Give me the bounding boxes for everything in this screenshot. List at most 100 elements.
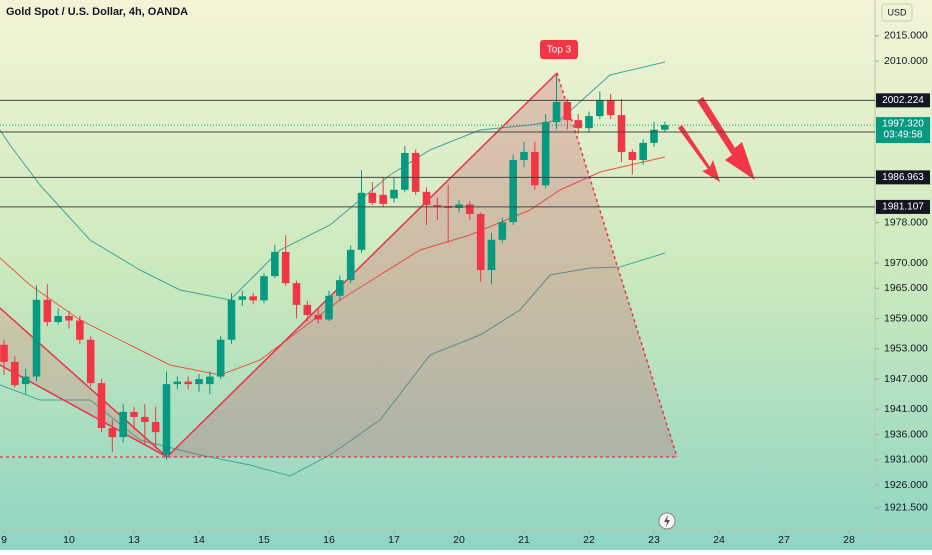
price-label: 1986.963: [882, 172, 924, 183]
candle-body: [303, 304, 312, 315]
candle-body: [108, 428, 117, 438]
candle-body: [661, 125, 669, 130]
candle-body: [628, 151, 637, 161]
candle-body: [249, 296, 257, 301]
candle-body: [379, 194, 387, 204]
candle-body: [596, 99, 604, 117]
x-tick-label: 9: [1, 534, 7, 546]
last-price-label: 1997.320: [882, 119, 924, 130]
candle-body: [238, 296, 247, 300]
candle-body: [585, 116, 593, 129]
candle-body: [498, 222, 507, 240]
candle-body: [401, 152, 409, 190]
candle-body: [574, 120, 582, 129]
candle-body: [390, 189, 398, 199]
price-label-box: [876, 170, 930, 185]
candle-body: [314, 314, 322, 320]
x-tick-label: 14: [193, 534, 205, 546]
candle-body: [151, 421, 160, 433]
price-label: 2002.224: [882, 95, 924, 106]
replay-icon-glyph: [664, 515, 670, 527]
candle-body: [476, 214, 485, 271]
y-tick-label: 1941.000: [884, 403, 928, 415]
chart-title: Gold Spot / U.S. Dollar, 4h, OANDA: [6, 6, 188, 18]
arrow: [697, 97, 755, 180]
candle-body: [650, 129, 658, 143]
candle-body: [271, 251, 279, 277]
candle-body: [65, 315, 73, 321]
y-tick-label: 1970.000: [884, 257, 928, 269]
candle-body: [21, 376, 30, 385]
candle-body: [141, 416, 149, 422]
candle-body: [422, 191, 431, 205]
annotation: Top 3: [547, 45, 572, 56]
y-tick-label: 2010.000: [884, 55, 928, 67]
candle-body: [357, 192, 366, 250]
candle-body: [32, 299, 41, 377]
currency: USD: [887, 7, 907, 17]
x-tick-label: 16: [323, 534, 335, 546]
candle-body: [173, 381, 182, 385]
plot: [0, 75, 669, 460]
x-tick-label: 28: [843, 534, 855, 546]
candle-body: [552, 101, 561, 123]
candle-body: [639, 142, 647, 161]
candle-body: [54, 315, 62, 323]
y-tick-label: 1947.000: [884, 373, 928, 385]
candle-body: [520, 151, 528, 161]
candle-body: [195, 379, 203, 385]
candle-body: [43, 299, 52, 323]
candle-body: [227, 299, 236, 340]
lower-band: [0, 252, 666, 477]
candle-body: [455, 204, 463, 208]
x-tick-label: 13: [128, 534, 140, 546]
y-tick-label: 1959.000: [884, 312, 928, 324]
candle-body: [206, 376, 214, 385]
x-tick-label: 17: [388, 534, 400, 546]
triangle-edge: [166, 72, 558, 458]
x-tick-label: 23: [648, 534, 660, 546]
candle-body: [606, 99, 615, 116]
candle-body: [97, 383, 106, 429]
candle-body: [336, 280, 344, 296]
price-label-box: [876, 199, 930, 214]
candle-body: [466, 204, 474, 215]
candle-body: [325, 295, 333, 320]
price-label-box: [876, 93, 930, 108]
candle-body: [487, 239, 496, 271]
candle-body: [130, 411, 138, 417]
candle-body: [509, 160, 517, 223]
y-tick-label: 1931.000: [884, 454, 928, 466]
y-tick-label: 1926.000: [884, 479, 928, 491]
x-tick-label: 15: [258, 534, 270, 546]
candle-body: [531, 151, 539, 186]
candle-body: [162, 384, 171, 455]
y-tick-label: 1921.500: [884, 502, 928, 514]
candle-body: [0, 344, 8, 362]
candle-body: [411, 152, 420, 192]
y-tick-label: 1978.000: [884, 216, 928, 228]
x-tick-label: 10: [63, 534, 75, 546]
candle-body: [11, 361, 19, 386]
currency-box: [881, 3, 913, 22]
candle-body: [216, 339, 225, 377]
y-tick-label: 1936.000: [884, 428, 928, 440]
candle-body: [119, 411, 127, 438]
annotation-box: [540, 40, 578, 59]
x-tick-label: 24: [713, 534, 725, 546]
candle-body: [76, 320, 84, 340]
arrow: [678, 125, 720, 182]
y-tick-label: 1965.000: [884, 282, 928, 294]
countdown: 03:49:58: [884, 130, 923, 141]
candle-body: [433, 204, 442, 207]
last-price-box: [876, 117, 930, 144]
candle-body: [281, 251, 290, 284]
candle-body: [86, 339, 95, 384]
candle-body: [346, 249, 355, 281]
x-tick-label: 27: [778, 534, 790, 546]
y-tick-label: 2015.000: [884, 30, 928, 42]
candle-body: [617, 115, 626, 152]
